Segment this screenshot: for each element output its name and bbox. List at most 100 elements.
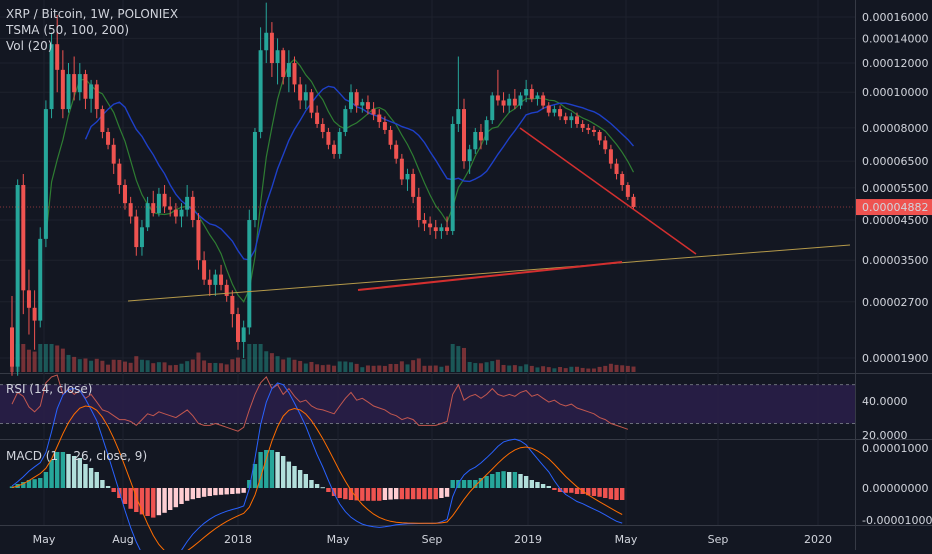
candle	[264, 2, 269, 64]
candle-body	[326, 131, 331, 145]
candle-body	[529, 89, 534, 99]
volume-bar	[473, 363, 478, 372]
volume-bar	[224, 364, 229, 372]
macd-histogram-bar	[83, 464, 88, 488]
macd-histogram-bar	[603, 488, 608, 498]
candle	[546, 102, 551, 117]
volume-bar	[207, 362, 212, 372]
price-tick-label: 0.00012000	[862, 57, 928, 70]
volume-bar	[422, 365, 427, 372]
candle	[411, 168, 416, 204]
macd-histogram-bar	[111, 488, 116, 492]
macd-histogram-bar	[303, 474, 308, 488]
macd-histogram-bar	[264, 450, 269, 488]
volume-bar	[394, 364, 399, 372]
candle-body	[360, 102, 365, 106]
volume-bar	[405, 364, 410, 372]
candle-body	[541, 95, 546, 106]
macd-histogram-bar	[162, 488, 167, 513]
volume-bar	[445, 365, 450, 372]
candle	[106, 127, 111, 150]
price-tick-label: 0.00001900	[862, 352, 928, 365]
candle	[55, 15, 60, 93]
candle	[89, 79, 94, 113]
macd-histogram-bar	[71, 456, 77, 488]
candle-body	[535, 95, 540, 99]
tsma-label[interactable]: TSMA (50, 100, 200)	[6, 23, 130, 37]
volume-bar	[66, 354, 71, 372]
candle	[467, 144, 472, 174]
volume-bar	[456, 346, 461, 372]
macd-histogram-bar	[134, 488, 139, 512]
volume-bar	[552, 368, 557, 372]
candle-body	[72, 74, 77, 93]
trendlines-layer[interactable]	[0, 127, 855, 302]
symbol-title[interactable]: XRP / Bitcoin, 1W, POLONIEX	[6, 7, 179, 21]
time-tick-label: Aug	[112, 533, 133, 546]
candle-body	[365, 102, 370, 110]
candle	[360, 98, 365, 113]
price-tick-label: 0.00006500	[862, 155, 928, 168]
candle	[343, 105, 348, 137]
candle	[371, 102, 376, 121]
vol-label[interactable]: Vol (20)	[6, 39, 53, 53]
rsi-legend: RSI (14, close)	[6, 381, 92, 397]
macd-legend: MACD (12, 26, close, 9)	[6, 448, 147, 464]
volume-bar	[625, 365, 630, 372]
macd-histogram-bar	[281, 456, 286, 488]
candle	[230, 290, 235, 328]
candle	[399, 153, 404, 186]
support-trendline	[127, 244, 851, 302]
candle	[117, 158, 122, 194]
macd-histogram-bar	[518, 474, 523, 488]
volume-bar	[541, 366, 546, 372]
macd-tick-label: 0.00001000	[862, 442, 928, 455]
moving-average-layer	[45, 58, 635, 303]
candle	[495, 69, 500, 106]
candle-body	[286, 63, 291, 77]
candle	[416, 187, 421, 228]
price-tick-label: 0.00008000	[862, 122, 928, 135]
candle	[43, 100, 48, 248]
macd-histogram-bar	[196, 488, 201, 498]
macd-histogram-bar	[343, 488, 348, 500]
macd-histogram-bar	[523, 476, 529, 488]
volume-bar	[546, 367, 551, 372]
candle	[66, 63, 71, 113]
volume-bar	[168, 365, 173, 372]
candle	[247, 209, 252, 335]
price-tick-label: 0.00016000	[862, 11, 928, 24]
volume-bar	[603, 365, 608, 372]
candle-body	[224, 284, 229, 296]
time-tick-label: Sep	[422, 533, 443, 546]
macd-histogram-bar	[77, 458, 82, 488]
candle-body	[156, 193, 161, 214]
candle	[535, 92, 540, 106]
candle-body	[117, 163, 122, 186]
candle	[558, 105, 563, 121]
candle	[315, 105, 320, 128]
macd-label[interactable]: MACD (12, 26, close, 9)	[6, 448, 147, 464]
candle	[275, 38, 280, 85]
candle-body	[241, 327, 246, 342]
macd-histogram-bar	[179, 488, 184, 504]
rsi-layer	[11, 374, 629, 432]
macd-histogram-bar	[490, 474, 495, 488]
rsi-label[interactable]: RSI (14, close)	[6, 382, 93, 396]
macd-histogram-bar	[540, 484, 546, 488]
macd-histogram-bar	[184, 488, 190, 501]
candle	[541, 92, 546, 110]
macd-histogram-bar	[360, 488, 365, 501]
candle-body	[445, 227, 450, 232]
candle-body	[151, 203, 156, 214]
volume-bar	[72, 356, 77, 372]
volume-bar	[202, 360, 207, 372]
price-tick-label: 0.00003500	[862, 254, 928, 267]
volume-bar	[586, 368, 591, 372]
candle	[620, 171, 625, 191]
candle	[10, 295, 14, 376]
candle	[518, 92, 523, 110]
volume-bar	[281, 359, 286, 372]
